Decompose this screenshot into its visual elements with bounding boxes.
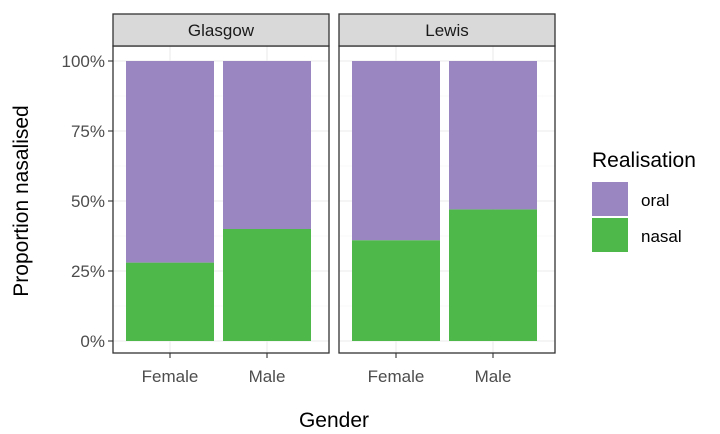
y-tick-label: 0%	[80, 332, 105, 351]
legend-title: Realisation	[592, 149, 696, 172]
x-tick-label: Female	[142, 367, 199, 386]
x-tick-label: Male	[475, 367, 512, 386]
legend: Realisation oral nasal	[592, 149, 696, 252]
bar-glasgow-male-nasal	[223, 229, 311, 341]
y-tick-label: 25%	[71, 262, 105, 281]
y-tick-label: 100%	[62, 52, 105, 71]
legend-label-oral: oral	[641, 191, 669, 210]
facet-strip-label: Lewis	[425, 21, 468, 40]
x-tick-label: Female	[368, 367, 425, 386]
facet-strip	[112, 13, 330, 47]
bar-glasgow-male-oral	[223, 61, 311, 229]
y-tick-label: 75%	[71, 122, 105, 141]
facet-panel-glasgow: Female Male Glasgow	[112, 13, 330, 386]
bar-lewis-female-oral	[352, 61, 440, 241]
bar-lewis-female-nasal	[352, 240, 440, 341]
bar-lewis-male-oral	[449, 61, 537, 210]
y-axis-title: Proportion nasalised	[10, 105, 33, 296]
facet-panel-lewis: Female Male Lewis	[338, 13, 556, 386]
x-tick-label: Male	[249, 367, 286, 386]
legend-key-oral	[592, 182, 628, 216]
y-axis: 0% 25% 50% 75% 100%	[62, 52, 113, 351]
legend-label-nasal: nasal	[641, 227, 682, 246]
legend-key-nasal	[592, 218, 628, 252]
bar-glasgow-female-oral	[126, 61, 214, 263]
bar-glasgow-female-nasal	[126, 262, 214, 341]
facet-strip-label: Glasgow	[188, 21, 255, 40]
y-tick-label: 50%	[71, 192, 105, 211]
facet-strip	[338, 13, 556, 47]
x-axis-title: Gender	[299, 409, 369, 432]
bar-lewis-male-nasal	[449, 209, 537, 341]
